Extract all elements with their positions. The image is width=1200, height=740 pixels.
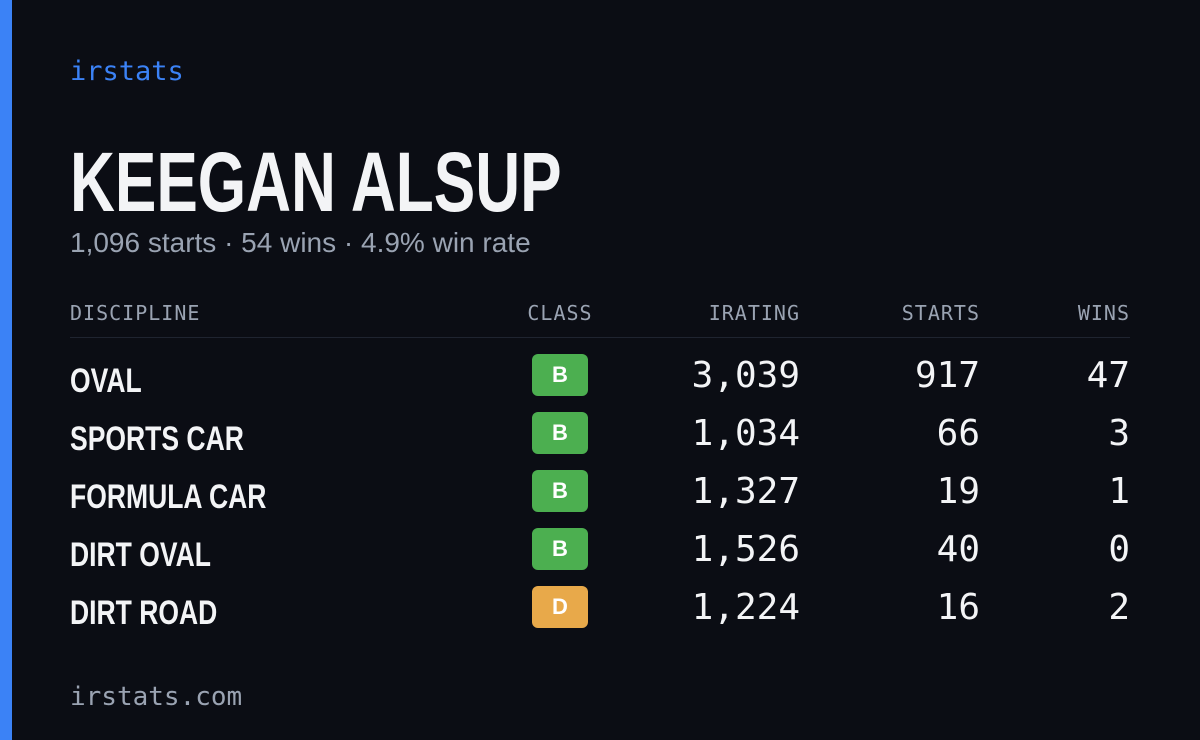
class-badge: B (532, 470, 588, 512)
discipline: OVAL (70, 362, 142, 400)
column-header: IRATING (708, 301, 800, 325)
class-badge: B (532, 412, 588, 454)
driver-name: KEEGAN ALSUP (70, 135, 562, 229)
class-badge: B (532, 354, 588, 396)
irating: 1,034 (691, 413, 800, 454)
column-header: WINS (1077, 301, 1130, 325)
column-header: DISCIPLINE (70, 301, 201, 325)
starts: 917 (914, 355, 980, 396)
class-badge: B (532, 528, 588, 570)
wins: 47 (1086, 355, 1130, 396)
discipline: FORMULA CAR (70, 478, 267, 516)
summary: 1,096 starts · 54 wins · 4.9% win rate (70, 227, 531, 258)
irating: 1,327 (691, 471, 800, 512)
column-header: CLASS (527, 301, 593, 325)
brand: irstats (70, 56, 184, 87)
header-rule (70, 337, 1130, 338)
irating: 1,526 (691, 529, 800, 570)
wins: 0 (1108, 529, 1130, 570)
starts: 40 (936, 529, 980, 570)
discipline: DIRT ROAD (70, 594, 218, 632)
discipline: SPORTS CAR (70, 420, 244, 458)
wins: 3 (1108, 413, 1130, 454)
irating: 3,039 (691, 355, 800, 396)
starts: 19 (936, 471, 980, 512)
wins: 2 (1108, 587, 1130, 628)
column-header: STARTS (901, 301, 980, 325)
footer-site: irstats.com (70, 682, 243, 712)
class-badge: D (532, 586, 588, 628)
starts: 16 (936, 587, 980, 628)
accent-bar (0, 0, 12, 740)
discipline: DIRT OVAL (70, 536, 211, 574)
irating: 1,224 (691, 587, 800, 628)
wins: 1 (1108, 471, 1130, 512)
starts: 66 (936, 413, 980, 454)
